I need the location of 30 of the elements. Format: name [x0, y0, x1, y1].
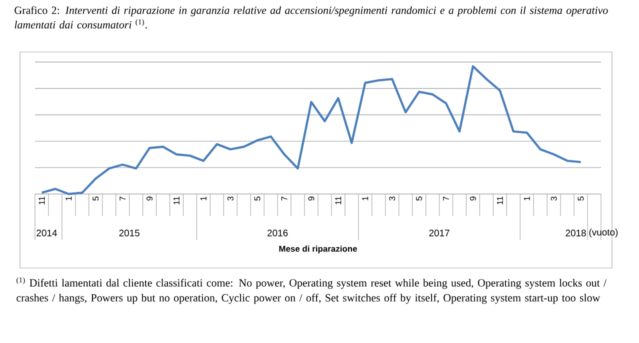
x-tick-label: 5	[578, 196, 584, 201]
x-tick-label: 1	[362, 196, 368, 200]
x-tick-label: 3	[227, 196, 234, 201]
x-tick-label: 9	[470, 196, 476, 201]
x-tick-label: 1	[200, 196, 206, 200]
text: 2017	[429, 230, 450, 236]
x-tick-label: 5	[92, 196, 99, 201]
x-tick-label: 7	[120, 196, 126, 200]
x-tick-label: 5	[254, 196, 260, 201]
x-tick-label: 7	[443, 196, 449, 200]
x-tick-label: 3	[550, 196, 557, 201]
x-tick-label: 9	[308, 196, 314, 201]
x-tick-label: 5	[416, 196, 422, 201]
text: 2018	[566, 230, 586, 236]
x-tick-label: 1	[66, 196, 72, 200]
x-tick-label: 1	[524, 196, 530, 200]
text: 2016	[268, 230, 288, 236]
x-tick-label: 3	[389, 196, 396, 201]
x-tick-label: 7	[281, 196, 288, 200]
x-axis-title: Mese di riparazione	[279, 246, 358, 254]
x-tick-label: 11	[335, 196, 342, 204]
chart-title: Grafico 2: Interventi di riparazione in garanzia relative ad accensioni/spegnimenti randomici e a problemi con il sistema operativo lamentati dai consumatori $^{(1)}$.	[14, 6, 608, 29]
x-tick-label: 11	[174, 196, 180, 204]
text: 2015	[119, 230, 140, 236]
x-tick-label: 9	[146, 196, 153, 201]
text: 2014	[36, 230, 57, 236]
text: (vuoto)	[589, 228, 618, 238]
text: $^{(1)}$ Difetti lamentati dal cliente classificati come: No power, Operating system reset while being used, Operating system locks out / crashes / hangs, Powers up but no operation, Cyclic power on / off, Set switches off by itself, Operating system start-up too slow	[16, 277, 607, 304]
x-tick-label: 11	[497, 196, 503, 204]
x-tick-label: 11	[38, 196, 45, 204]
